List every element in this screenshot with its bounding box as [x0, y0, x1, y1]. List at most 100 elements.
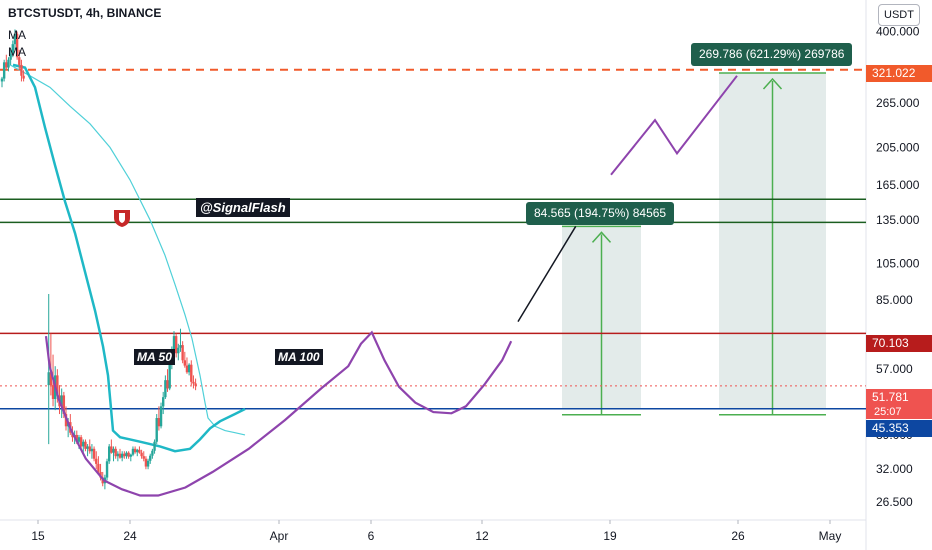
currency-selector[interactable]: USDT: [878, 4, 920, 26]
candle-body: [90, 448, 94, 452]
y-tick-label: 105.000: [876, 256, 920, 270]
candle-body: [84, 441, 87, 449]
x-tick-label: 12: [475, 529, 489, 543]
candle-body: [153, 441, 156, 451]
ma-legend-row-1[interactable]: MA: [8, 28, 26, 42]
candle-body: [62, 395, 66, 415]
candle-body: [51, 385, 55, 399]
y-tick-label: 400.000: [876, 25, 920, 39]
ma100-label: MA 100: [275, 349, 323, 365]
candle-body: [5, 62, 8, 68]
candle-body: [159, 406, 163, 427]
target-1-callout: 84.565 (194.75%) 84565: [526, 202, 675, 225]
y-tick-label: 165.000: [876, 178, 920, 192]
candle-body: [129, 454, 132, 457]
countdown-tag: 25:07: [866, 405, 932, 419]
candle-body: [125, 452, 128, 457]
candle-body: [15, 33, 19, 58]
candle-body: [2, 62, 6, 79]
x-tick-label: 19: [603, 529, 617, 543]
ma100-line: [9, 64, 246, 436]
candle-body: [164, 380, 167, 398]
candle-body: [136, 449, 139, 453]
candle-body: [140, 452, 143, 457]
ma50-label: MA 50: [134, 349, 175, 365]
candle-body: [112, 448, 115, 453]
target-arrow-head-1: [591, 231, 612, 243]
candle-body: [192, 381, 195, 384]
candle-body: [166, 380, 169, 389]
candle-body: [116, 453, 120, 457]
x-tick-label: Apr: [270, 529, 289, 543]
candle-body: [155, 418, 158, 442]
candle-body: [75, 434, 78, 442]
candle-body: [172, 336, 176, 351]
price-tag-current: 51.781: [866, 389, 932, 406]
y-tick-label: 135.000: [876, 213, 920, 227]
candle-body: [22, 75, 25, 79]
candle-body: [49, 372, 53, 386]
candle-body: [168, 364, 171, 389]
candle-body: [79, 437, 83, 447]
candle-body: [151, 450, 154, 456]
candle-body: [82, 441, 85, 447]
candle-body: [56, 375, 59, 396]
price-tag-support: 45.353: [866, 420, 932, 437]
watermark-label: @SignalFlash: [196, 198, 290, 217]
candle-body: [146, 460, 150, 467]
candle-body: [110, 446, 113, 453]
candle-body: [142, 456, 145, 459]
ma50-line: [12, 63, 246, 453]
candle-body: [86, 446, 89, 449]
candle-body: [60, 395, 63, 407]
candle-body: [108, 446, 111, 462]
y-tick-label: 85.000: [876, 293, 913, 307]
candle-body: [114, 448, 117, 457]
candle-body: [187, 364, 191, 373]
candle-body: [7, 59, 10, 68]
candle-body: [174, 336, 178, 354]
candle-body: [20, 64, 23, 76]
projection-line-black: [517, 225, 577, 322]
candle-body: [183, 360, 186, 366]
candle-body: [194, 383, 197, 386]
target-arrow-head-2: [762, 77, 783, 90]
target-2-callout: 269.786 (621.29%) 269786: [691, 43, 853, 66]
candle-body: [118, 453, 122, 458]
shield-icon[interactable]: [112, 208, 132, 228]
candle-body: [77, 437, 81, 442]
candle-body: [18, 57, 21, 65]
candle-body: [144, 458, 148, 467]
candle-body: [88, 446, 91, 452]
candle-body: [13, 33, 17, 45]
candle-body: [11, 44, 14, 54]
x-tick-label: 26: [731, 529, 745, 543]
x-tick-label: 24: [123, 529, 137, 543]
candle-body: [92, 448, 96, 459]
candle-body: [138, 449, 141, 453]
symbol-header[interactable]: BTCSTUSDT, 4h, BINANCE: [8, 6, 162, 20]
candle-body: [0, 78, 4, 82]
candle-body: [97, 463, 100, 472]
x-tick-label: 6: [368, 529, 375, 543]
y-tick-label: 32.000: [876, 462, 913, 476]
candle-body: [177, 347, 180, 354]
y-tick-label: 26.500: [876, 495, 913, 509]
ma-legend-row-2[interactable]: MA: [8, 45, 26, 59]
candle-body: [162, 397, 165, 407]
y-tick-label: 57.000: [876, 362, 913, 376]
candle-body: [179, 345, 182, 348]
candle-body: [149, 455, 152, 461]
candle-body: [47, 372, 50, 386]
candle-body: [95, 458, 98, 464]
x-tick-label: May: [819, 529, 842, 543]
candle-body: [105, 461, 109, 478]
candle-body: [131, 448, 135, 455]
candle-body: [157, 418, 161, 427]
cup-pattern-curve: [44, 330, 513, 497]
candle-body: [9, 53, 12, 60]
price-tag-resistance-mid: 70.103: [866, 335, 932, 352]
candle-body: [185, 365, 189, 373]
